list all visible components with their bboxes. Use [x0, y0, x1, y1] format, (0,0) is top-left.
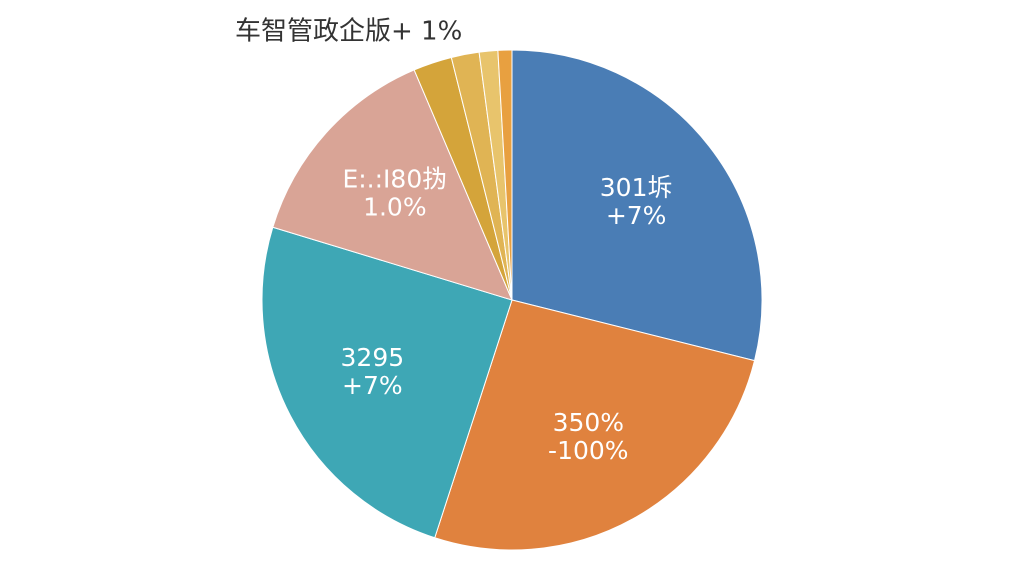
slice-label: +7% — [342, 371, 403, 400]
pie-slice — [272, 69, 513, 301]
slice-label: 3295 — [341, 343, 405, 372]
pie-slice — [511, 49, 763, 362]
slice-label: -100% — [548, 436, 629, 465]
slice-label: E:.:I80㧑 — [342, 165, 447, 194]
slice-label: +7% — [606, 201, 667, 230]
slice-label: 301坼 — [600, 173, 673, 202]
pie-slice — [434, 299, 756, 551]
pie-slice — [261, 226, 513, 539]
chart-title: 车智管政企版+ 1% — [235, 17, 462, 47]
slice-label: 1.0% — [363, 193, 427, 222]
pie-slice — [497, 49, 513, 301]
slice-label: 350% — [553, 408, 624, 437]
